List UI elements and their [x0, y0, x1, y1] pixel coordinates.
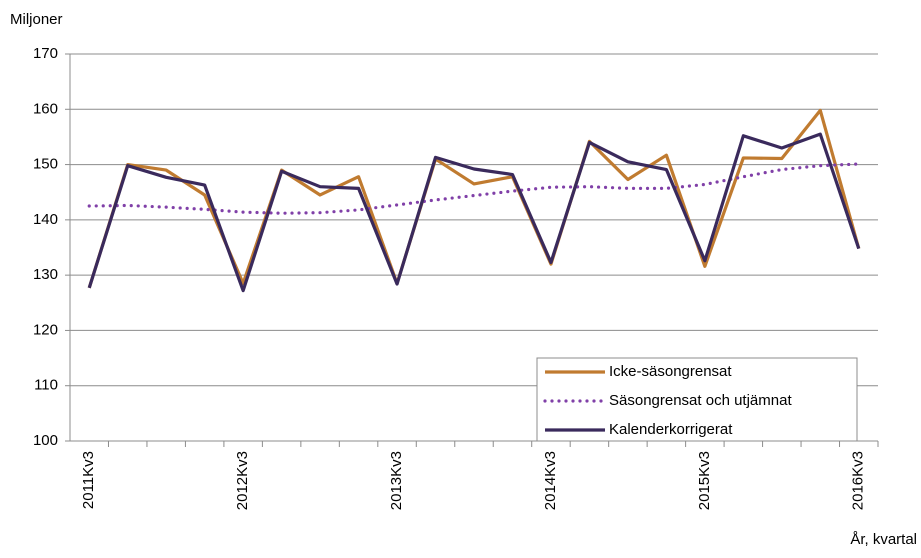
y-tick-label: 100: [33, 432, 58, 449]
y-axis-label: Miljoner: [10, 11, 63, 28]
x-tick-label: 2011Kv3: [80, 451, 97, 509]
y-tick-label: 140: [33, 211, 58, 228]
x-tick-label: 2012Kv3: [234, 451, 251, 510]
legend-label: Säsongrensat och utjämnat: [609, 392, 792, 409]
legend-label: Icke-säsongrensat: [609, 363, 732, 380]
y-tick-label: 150: [33, 156, 58, 173]
y-tick-label: 170: [33, 45, 58, 62]
x-tick-label: 2015Kv3: [696, 451, 713, 510]
legend-label: Kalenderkorrigerat: [609, 421, 733, 438]
y-tick-label: 160: [33, 100, 58, 117]
y-tick-label: 120: [33, 321, 58, 338]
x-tick-label: 2016Kv3: [850, 451, 867, 510]
y-tick-label: 130: [33, 266, 58, 283]
y-tick-label: 110: [34, 377, 58, 394]
x-tick-label: 2013Kv3: [388, 451, 405, 510]
series-line: [87, 132, 861, 293]
x-axis-label: År, kvartal: [850, 531, 917, 548]
x-tick-label: 2014Kv3: [542, 451, 559, 510]
